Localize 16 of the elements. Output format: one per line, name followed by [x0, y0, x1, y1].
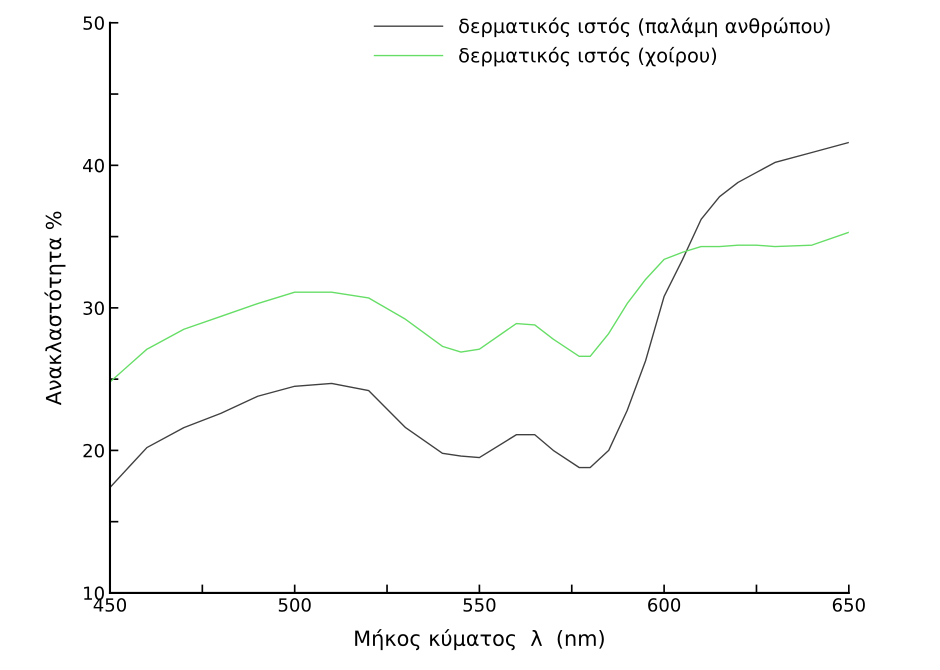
line-series	[110, 142, 849, 488]
y-tick-label: 10	[84, 586, 104, 600]
legend-label: δερματικός ιστός (παλάμη ανθρώπου)	[459, 17, 830, 38]
x-tick-label: 550	[464, 598, 496, 612]
line-series	[110, 232, 849, 383]
y-tick-label: 50	[84, 16, 104, 30]
x-tick-label: 650	[832, 598, 865, 612]
y-tick-label: 20	[83, 444, 104, 458]
y-tick-label: 30	[84, 301, 104, 315]
y-axis-title: Ανακλαστότητα %	[44, 212, 66, 406]
legend-label: δερματικός ιστός (χοίρου)	[459, 46, 716, 66]
x-tick-label: 450	[94, 598, 126, 612]
x-tick-label: 600	[648, 598, 680, 612]
x-tick-label: 500	[278, 598, 311, 612]
x-axis-title: Μήκος κύματος λ (nm)	[355, 629, 604, 650]
y-tick-label: 40	[83, 158, 104, 172]
